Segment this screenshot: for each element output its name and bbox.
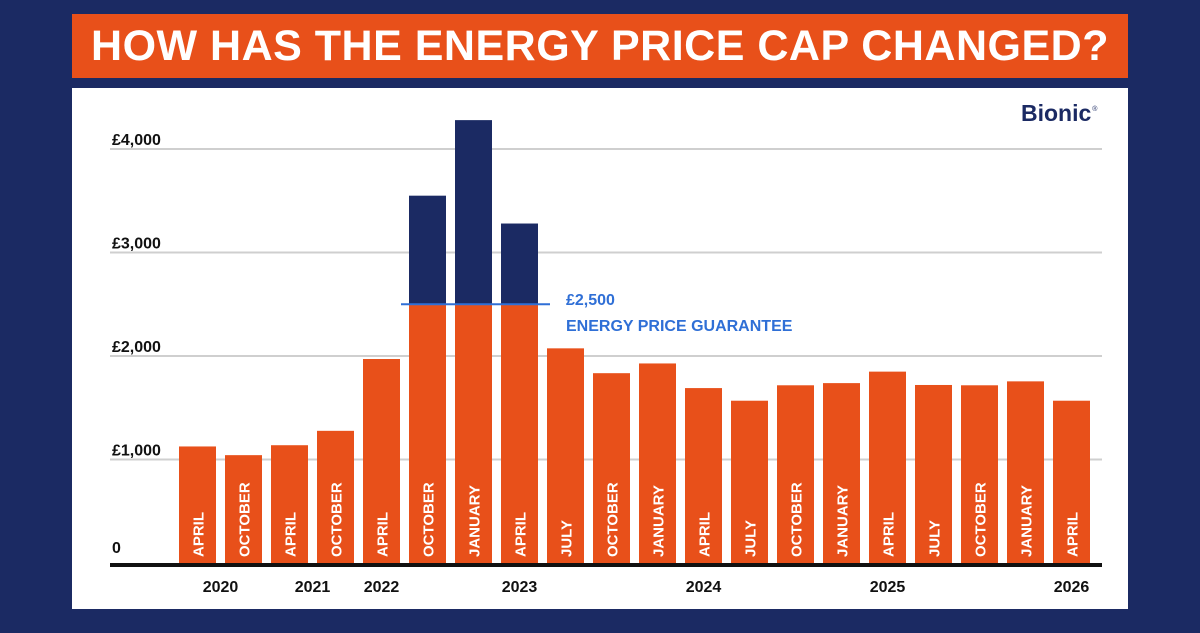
bar [179, 446, 216, 563]
year-label: 2024 [686, 579, 722, 596]
title-banner: HOW HAS THE ENERGY PRICE CAP CHANGED? [72, 14, 1128, 78]
year-label: 2021 [295, 579, 331, 596]
bar [455, 304, 492, 563]
bar-month-label: APRIL [513, 512, 530, 557]
bar-month-label: OCTOBER [605, 482, 622, 557]
page-title: HOW HAS THE ENERGY PRICE CAP CHANGED? [91, 21, 1109, 70]
bar [593, 373, 630, 563]
bar [869, 371, 906, 563]
bar [777, 385, 814, 563]
bar [547, 348, 584, 563]
year-label: 2025 [870, 579, 906, 596]
guarantee-value-label: £2,500 [566, 292, 615, 309]
y-tick-label: £3,000 [112, 236, 161, 253]
y-tick-label: £1,000 [112, 443, 161, 460]
bar [685, 388, 722, 563]
bar [823, 383, 860, 563]
bar-month-label: JULY [927, 520, 944, 557]
bar [271, 445, 308, 563]
bar-month-label: JULY [559, 520, 576, 557]
year-label: 2020 [203, 579, 239, 596]
bar [1053, 400, 1090, 563]
bar-above-guarantee [455, 120, 492, 305]
bar-month-label: APRIL [697, 512, 714, 557]
bar-month-label: OCTOBER [329, 482, 346, 557]
bar-month-label: APRIL [1065, 512, 1082, 557]
bar [731, 400, 768, 563]
y-tick-label: 0 [112, 540, 121, 557]
bar-month-label: OCTOBER [421, 482, 438, 557]
bar [363, 359, 400, 563]
guarantee-text-label: ENERGY PRICE GUARANTEE [566, 318, 793, 335]
bar-month-label: OCTOBER [789, 482, 806, 557]
bar-month-label: APRIL [881, 512, 898, 557]
registered-mark: ® [1092, 106, 1098, 113]
logo-text: Bionic [1021, 100, 1092, 126]
y-tick-label: £4,000 [112, 132, 161, 149]
bar-month-label: OCTOBER [237, 482, 254, 557]
bar-month-label: APRIL [375, 512, 392, 557]
bar-month-label: APRIL [283, 512, 300, 557]
y-tick-label: £2,000 [112, 339, 161, 356]
bar [915, 384, 952, 563]
bar [501, 304, 538, 563]
bar [317, 430, 354, 563]
bar-month-label: JULY [743, 520, 760, 557]
bar-month-label: JANUARY [1019, 485, 1036, 557]
bar-month-label: OCTOBER [973, 482, 990, 557]
bar-month-label: APRIL [191, 512, 208, 557]
bar-month-label: JANUARY [651, 485, 668, 557]
bar-month-label: JANUARY [835, 485, 852, 557]
bar [225, 455, 262, 563]
bar [961, 385, 998, 563]
bar [639, 363, 676, 563]
year-label: 2026 [1054, 579, 1090, 596]
bar-above-guarantee [501, 223, 538, 305]
bar-month-label: JANUARY [467, 485, 484, 557]
bionic-logo: Bionic ® [1021, 100, 1097, 130]
bar [1007, 381, 1044, 563]
bar [409, 304, 446, 563]
bar-above-guarantee [409, 195, 446, 305]
year-label: 2022 [364, 579, 400, 596]
year-label: 2023 [502, 579, 538, 596]
